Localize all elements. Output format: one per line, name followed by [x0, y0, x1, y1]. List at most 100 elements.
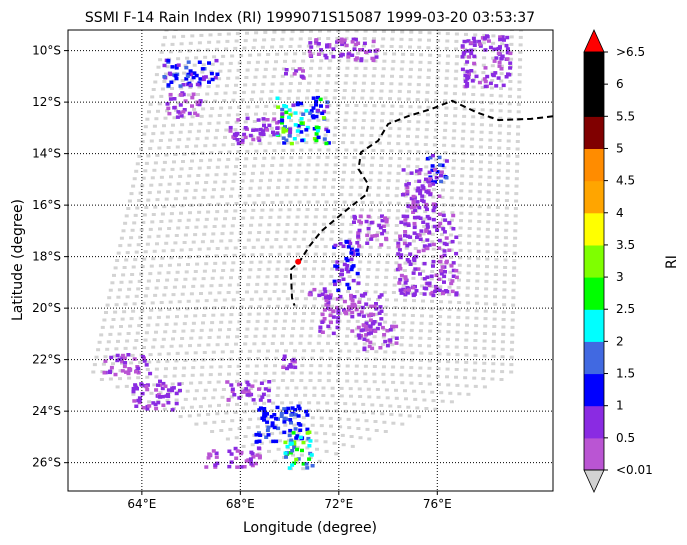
rain-pixel — [306, 436, 311, 441]
rain-cluster — [102, 353, 153, 377]
rain-pixel — [229, 460, 234, 464]
rain-pixel — [372, 234, 377, 238]
rain-pixel — [288, 418, 293, 422]
rain-pixel — [293, 427, 298, 431]
rain-pixel — [496, 51, 501, 55]
rain-pixel — [346, 269, 351, 274]
rain-pixel — [367, 49, 372, 53]
rain-pixel — [287, 134, 292, 138]
rain-pixel — [359, 310, 364, 314]
rain-pixel — [293, 365, 298, 370]
rain-pixel — [284, 138, 289, 142]
rain-pixel — [282, 141, 287, 145]
swath — [91, 30, 523, 471]
rain-pixel — [134, 370, 138, 374]
rain-pixel — [460, 44, 465, 48]
rain-pixel — [325, 100, 330, 104]
rain-pixel — [365, 328, 370, 332]
rain-pixel — [311, 106, 316, 110]
rain-pixel — [249, 462, 254, 466]
rain-pixel — [213, 465, 218, 469]
rain-pixel — [272, 425, 277, 430]
rain-pixel — [349, 296, 354, 301]
rain-pixel — [156, 400, 161, 405]
rain-pixel — [331, 331, 336, 336]
rain-pixel — [297, 67, 302, 71]
rain-pixel — [364, 302, 369, 306]
rain-pixel — [236, 382, 241, 387]
rain-pixel — [377, 223, 382, 228]
rain-pixel — [428, 155, 433, 160]
rain-pixel — [258, 398, 263, 402]
rain-pixel — [417, 171, 422, 176]
rain-pixel — [120, 355, 125, 360]
rain-pixel — [333, 282, 337, 287]
rain-pixel — [440, 265, 445, 269]
rain-cluster — [352, 214, 389, 248]
rain-pixel — [435, 287, 440, 291]
rain-pixel — [206, 456, 211, 460]
rain-pixel — [451, 274, 456, 278]
rain-pixel — [359, 334, 363, 338]
rain-pixel — [494, 56, 499, 60]
rain-pixel — [431, 182, 436, 186]
colorbar-tick-label: 4 — [616, 206, 624, 220]
rain-pixel — [160, 394, 165, 399]
colorbar-segment — [584, 84, 604, 117]
rain-pixel — [188, 69, 193, 73]
rain-pixel — [399, 273, 404, 278]
rain-pixel — [283, 440, 288, 445]
colorbar-tick-label: 1.5 — [616, 367, 635, 381]
rain-pixel — [326, 302, 331, 307]
rain-pixel — [431, 217, 436, 222]
rain-pixel — [500, 54, 505, 58]
rain-pixel — [383, 339, 388, 344]
rain-pixel — [402, 241, 407, 246]
rain-pixel — [371, 39, 376, 44]
rain-pixel — [398, 267, 403, 271]
rain-pixel — [292, 461, 296, 465]
rain-pixel — [144, 363, 149, 367]
rain-pixel — [413, 267, 418, 271]
rain-pixel — [414, 289, 419, 293]
rain-pixel — [184, 65, 189, 70]
rain-pixel — [126, 371, 131, 376]
rain-pixel — [333, 243, 338, 248]
rain-pixel — [385, 343, 390, 348]
rain-pixel — [262, 409, 267, 414]
rain-pixel — [465, 84, 470, 88]
rain-pixel — [261, 129, 265, 133]
rain-pixel — [317, 293, 322, 298]
rain-pixel — [326, 129, 331, 133]
rain-pixel — [377, 295, 382, 299]
rain-pixel — [134, 404, 139, 408]
rain-pixel — [379, 293, 384, 297]
rain-pixel — [406, 182, 411, 186]
rain-pixel — [307, 292, 312, 297]
rain-pixel — [338, 294, 343, 299]
rain-pixel — [178, 84, 183, 88]
rain-pixel — [411, 285, 416, 290]
rain-pixel — [308, 53, 313, 57]
rain-pixel — [133, 383, 138, 387]
rain-pixel — [308, 41, 313, 45]
rain-pixel — [369, 312, 374, 316]
rain-pixel — [271, 439, 276, 444]
rain-pixel — [318, 97, 323, 102]
colorbar-tick-label: 5.5 — [616, 109, 635, 123]
rain-pixel — [319, 104, 323, 108]
rain-pixel — [369, 237, 374, 241]
rain-pixel — [356, 231, 361, 235]
rain-pixel — [238, 451, 243, 456]
x-axis-label: Longitude (degree) — [243, 520, 377, 536]
rain-pixel — [406, 234, 411, 239]
rain-pixel — [432, 205, 437, 210]
rain-pixel — [394, 324, 399, 329]
rain-pixel — [292, 445, 297, 449]
rain-pixel — [298, 435, 303, 440]
rain-pixel — [361, 314, 366, 318]
rain-pixel — [433, 289, 438, 294]
rain-pixel — [454, 268, 459, 273]
colorbar-tick-label: 0.5 — [616, 431, 635, 445]
rain-pixel — [256, 118, 261, 122]
